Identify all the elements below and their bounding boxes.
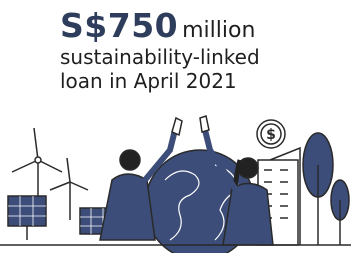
svg-text:$: $	[266, 127, 276, 143]
amount: S$750	[60, 6, 178, 45]
description-line: loan in April 2021	[60, 69, 260, 93]
infographic: $ S$750million sustainability-linked loa…	[0, 0, 351, 253]
unit: million	[182, 18, 255, 43]
description-line: sustainability-linked	[60, 45, 260, 69]
